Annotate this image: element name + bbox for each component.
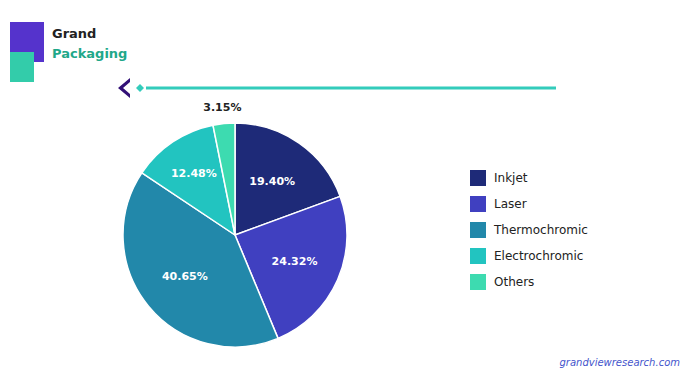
data-labels: 19.40% 24.32% 40.65% 12.48% 3.15% xyxy=(162,101,318,283)
data-label: 24.32% xyxy=(272,255,318,268)
legend-swatch xyxy=(470,196,486,212)
legend-label: Electrochromic xyxy=(494,249,583,263)
legend: Inkjet Laser Thermochromic Electrochromic Ot… xyxy=(470,170,588,290)
data-label: 19.40% xyxy=(249,175,295,188)
source-text: grandviewresearch.com xyxy=(559,357,680,368)
legend-label: Thermochromic xyxy=(493,223,588,237)
legend-swatch xyxy=(470,222,486,238)
diamond xyxy=(136,84,144,92)
logo-text: Grand xyxy=(52,26,96,41)
data-label: 12.48% xyxy=(171,167,217,180)
data-label: 3.15% xyxy=(203,101,241,114)
pie xyxy=(123,123,347,347)
legend-label: Others xyxy=(494,275,534,289)
data-label: 40.65% xyxy=(162,270,208,283)
logo-text: Packaging xyxy=(52,46,127,61)
legend-label: Inkjet xyxy=(494,171,528,185)
logo-square xyxy=(10,52,34,82)
legend-label: Laser xyxy=(494,197,527,211)
chevron xyxy=(118,78,130,98)
legend-swatch xyxy=(470,170,486,186)
divider-line xyxy=(146,87,556,90)
legend-swatch xyxy=(470,274,486,290)
chart: Grand Packaging 19.40% 24.32% 40.65% 12.48% 3.… xyxy=(0,0,700,376)
legend-swatch xyxy=(470,248,486,264)
